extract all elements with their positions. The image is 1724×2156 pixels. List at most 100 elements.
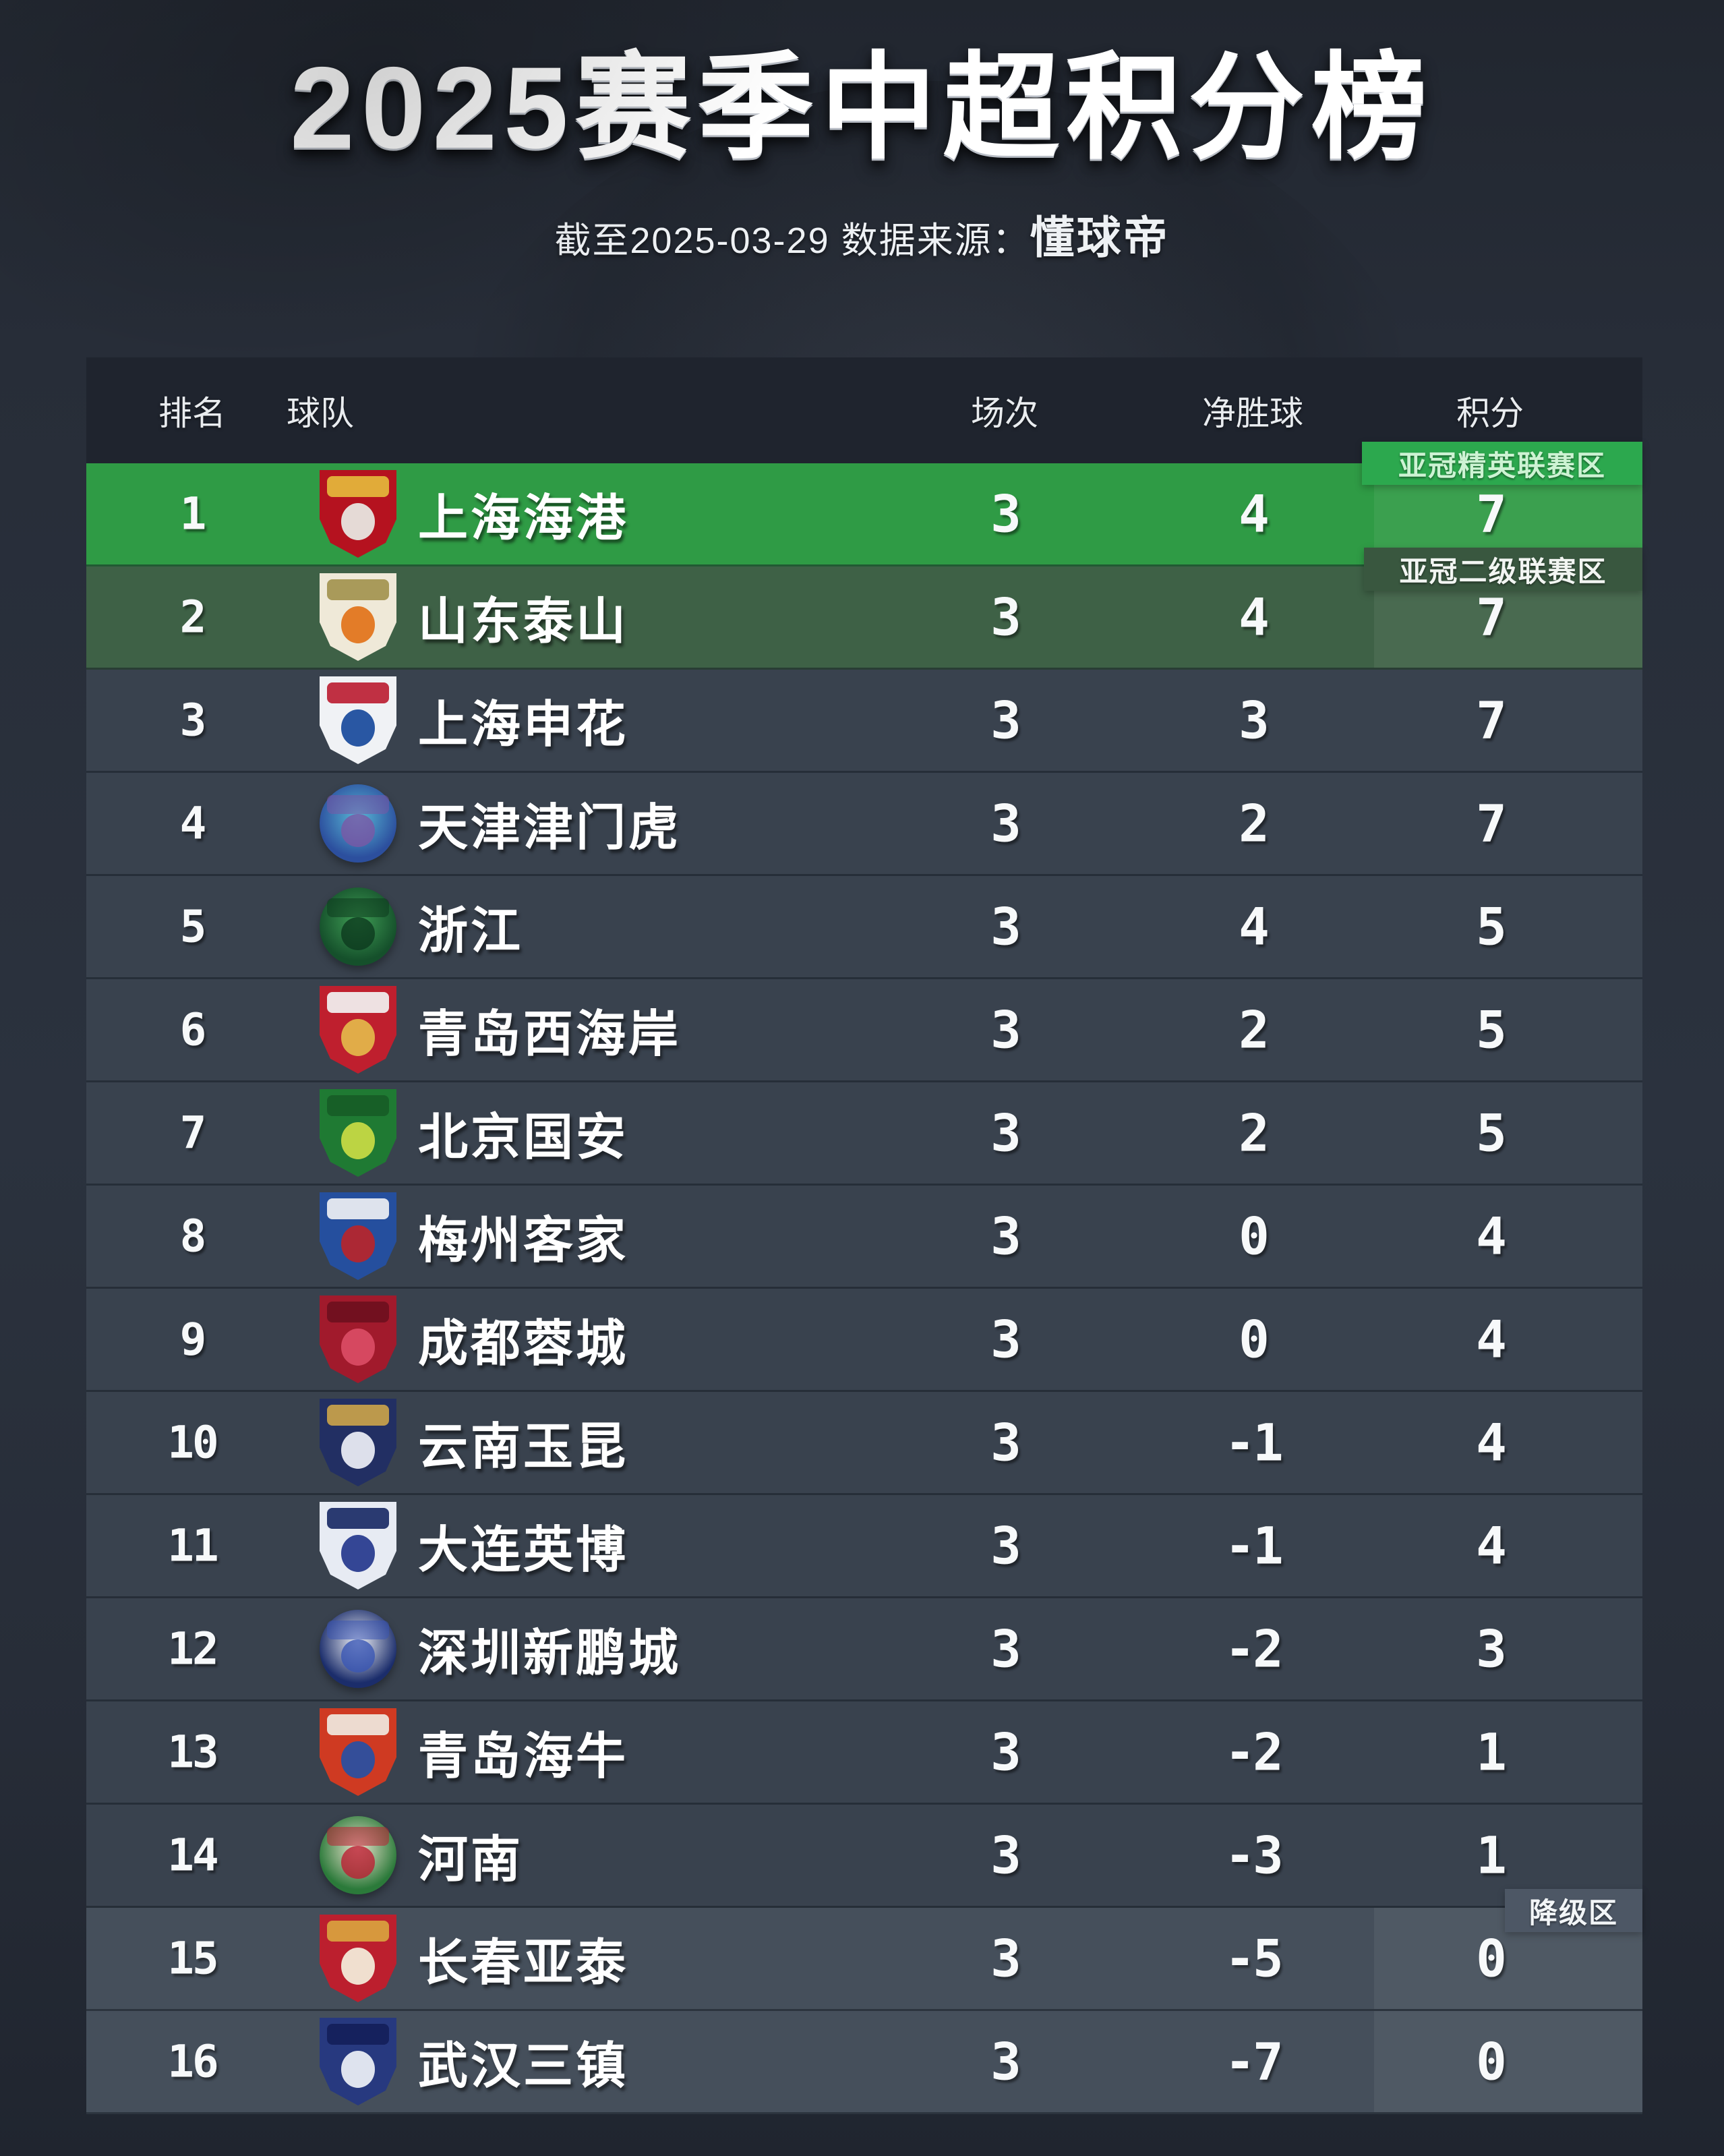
goal-difference-cell: 3 — [1239, 690, 1270, 751]
table-row: 12 深圳新鹏城 3 -2 3 — [86, 1598, 1642, 1701]
goal-difference-cell: -1 — [1224, 1515, 1284, 1576]
team-name: 青岛海牛 — [418, 1728, 628, 1784]
table-row: 10 云南玉昆 3 -1 4 — [86, 1392, 1642, 1495]
qingdao-west-coast-crest-icon — [320, 986, 396, 1074]
rank-cell: 7 — [179, 1107, 207, 1159]
points-cell: 0 — [1476, 1928, 1507, 1989]
meizhou-hakka-crest-icon — [320, 1192, 396, 1280]
rank-cell: 11 — [167, 1519, 218, 1572]
team-name: 天津津门虎 — [418, 799, 681, 856]
played-cell: 3 — [990, 1412, 1021, 1473]
points-cell: 4 — [1476, 1515, 1507, 1576]
played-cell: 3 — [990, 896, 1021, 957]
table-row: 5 浙江 3 4 5 — [86, 876, 1642, 979]
points-cell: 4 — [1476, 1412, 1507, 1473]
rank-cell: 2 — [179, 591, 207, 643]
qingdao-hainiu-crest-icon — [320, 1708, 396, 1796]
rank-cell: 6 — [179, 1003, 207, 1056]
team-name: 武汉三镇 — [418, 2037, 628, 2094]
zone-badge-acl-elite: 亚冠精英联赛区 — [1362, 442, 1642, 485]
points-cell: 7 — [1476, 793, 1507, 854]
table-row: 15 长春亚泰 3 -5 0 — [86, 1908, 1642, 2011]
rank-cell: 16 — [167, 2035, 218, 2088]
played-cell: 3 — [990, 1515, 1021, 1576]
beijing-guoan-crest-icon — [320, 1089, 396, 1177]
tianjin-jinmen-tiger-crest-icon — [320, 784, 396, 863]
played-cell: 3 — [990, 690, 1021, 751]
points-cell: 0 — [1476, 2031, 1507, 2092]
team-name: 山东泰山 — [418, 593, 628, 649]
team-name: 大连英博 — [418, 1521, 628, 1578]
points-cell: 7 — [1476, 690, 1507, 751]
played-cell: 3 — [990, 1309, 1021, 1370]
header-cell-rank: 排名 — [158, 394, 226, 432]
team-name: 梅州客家 — [418, 1212, 628, 1269]
header-cell-gd: 净胜球 — [1202, 394, 1303, 432]
points-cell: 5 — [1476, 896, 1507, 957]
points-cell: 3 — [1476, 1619, 1507, 1679]
goal-difference-cell: 4 — [1239, 896, 1270, 957]
goal-difference-cell: -7 — [1224, 2031, 1284, 2092]
changchun-yatai-crest-icon — [320, 1915, 396, 2002]
team-name: 成都蓉城 — [418, 1315, 628, 1372]
points-cell: 5 — [1476, 999, 1507, 1060]
rank-cell: 12 — [167, 1623, 218, 1675]
played-cell: 3 — [990, 587, 1021, 647]
team-name: 北京国安 — [418, 1109, 628, 1165]
shenzhen-peng-city-crest-icon — [320, 1610, 396, 1688]
shanghai-port-crest-icon — [320, 470, 396, 558]
goal-difference-cell: -5 — [1224, 1928, 1284, 1989]
zone-badge-relegation: 降级区 — [1505, 1889, 1642, 1932]
table-row: 11 大连英博 3 -1 4 — [86, 1495, 1642, 1598]
table-row: 7 北京国安 3 2 5 — [86, 1082, 1642, 1186]
played-cell: 3 — [990, 1103, 1021, 1163]
table-row: 6 青岛西海岸 3 2 5 — [86, 979, 1642, 1082]
subtitle-date-source: 截至2025-03-29 数据来源： — [554, 221, 1030, 261]
played-cell: 3 — [990, 793, 1021, 854]
page-subtitle: 截至2025-03-29 数据来源：懂球帝 — [0, 204, 1724, 284]
goal-difference-cell: 0 — [1239, 1206, 1270, 1266]
table-row: 8 梅州客家 3 0 4 — [86, 1186, 1642, 1289]
rank-cell: 4 — [179, 797, 207, 850]
played-cell: 3 — [990, 1206, 1021, 1266]
page-title: 2025赛季中超积分榜 — [290, 43, 1434, 173]
table-row: 13 青岛海牛 3 -2 1 — [86, 1701, 1642, 1805]
subtitle-source-name: 懂球帝 — [1030, 212, 1170, 262]
played-cell: 3 — [990, 1825, 1021, 1886]
zone-badge-label: 亚冠精英联赛区 — [1398, 449, 1606, 482]
points-cell: 1 — [1476, 1722, 1507, 1782]
team-name: 云南玉昆 — [418, 1418, 628, 1475]
table-row: 3 上海申花 3 3 7 — [86, 670, 1642, 773]
goal-difference-cell: 4 — [1239, 484, 1270, 544]
goal-difference-cell: 2 — [1239, 999, 1270, 1060]
zone-badge-label: 亚冠二级联赛区 — [1399, 555, 1607, 587]
table-header: 排名 球队 场次 净胜球 积分 — [86, 357, 1642, 463]
goal-difference-cell: -2 — [1224, 1619, 1284, 1679]
header-cell-points: 积分 — [1456, 394, 1524, 432]
played-cell: 3 — [990, 1722, 1021, 1782]
played-cell: 3 — [990, 2031, 1021, 2092]
points-cell: 1 — [1476, 1825, 1507, 1886]
goal-difference-cell: -3 — [1224, 1825, 1284, 1886]
zone-badge-acl-two: 亚冠二级联赛区 — [1364, 548, 1642, 591]
rank-cell: 1 — [179, 488, 207, 540]
goal-difference-cell: -1 — [1224, 1412, 1284, 1473]
rank-cell: 9 — [179, 1313, 207, 1366]
table-body: 1 上海海港 3 4 7 2 山东泰山 3 4 7 3 上海申花 3 3 7 4… — [86, 463, 1642, 2114]
goal-difference-cell: 0 — [1239, 1309, 1270, 1370]
zone-badge-label: 降级区 — [1528, 1896, 1618, 1929]
rank-cell: 3 — [179, 694, 207, 747]
wuhan-three-towns-crest-icon — [320, 2018, 396, 2105]
team-name: 上海海港 — [418, 490, 628, 546]
team-name: 青岛西海岸 — [418, 1006, 681, 1062]
points-cell: 7 — [1476, 484, 1507, 544]
yunnan-yukun-crest-icon — [320, 1399, 396, 1486]
rank-cell: 8 — [179, 1210, 207, 1262]
table-row: 4 天津津门虎 3 2 7 — [86, 773, 1642, 876]
zhejiang-crest-icon — [320, 887, 396, 966]
goal-difference-cell: 2 — [1239, 793, 1270, 854]
goal-difference-cell: 4 — [1239, 587, 1270, 647]
rank-cell: 10 — [167, 1416, 218, 1469]
team-name: 深圳新鹏城 — [418, 1625, 681, 1681]
